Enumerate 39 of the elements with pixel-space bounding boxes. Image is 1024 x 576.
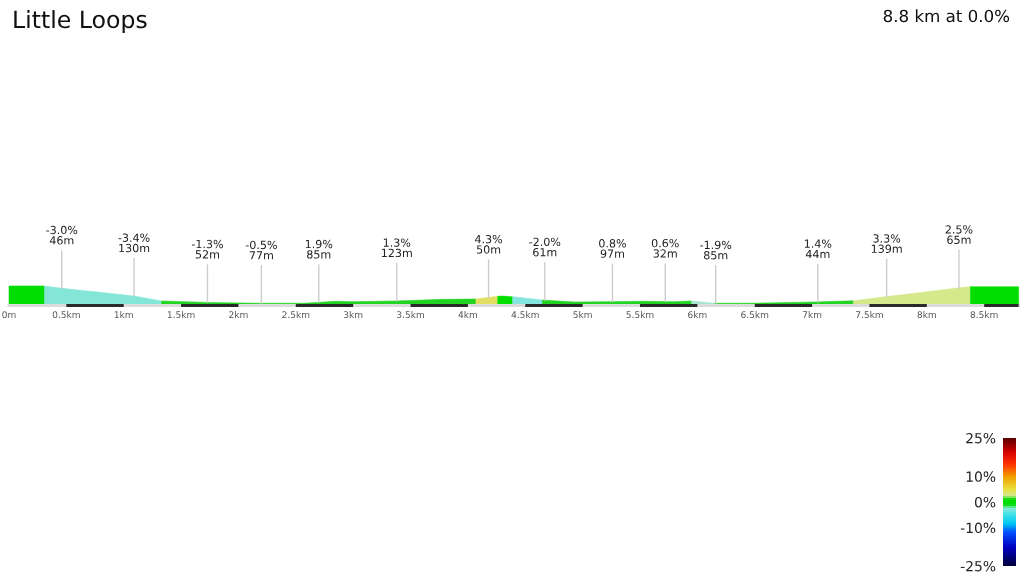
x-tick-label: 8km bbox=[917, 311, 936, 319]
x-tick-label: 7km bbox=[802, 311, 822, 318]
x-tick-label: 4km bbox=[458, 311, 478, 318]
x-tick-label: 7.5km bbox=[856, 311, 883, 319]
annotation: 2.5% 65m bbox=[945, 225, 973, 244]
annotation: 1.3% 123m bbox=[381, 238, 412, 258]
annotation: -0.5% 77m bbox=[245, 240, 277, 260]
color-bar-label: 0% bbox=[974, 496, 996, 508]
annotation: 1.4% 44m bbox=[804, 239, 832, 259]
x-tick-label: 8.5km bbox=[970, 311, 998, 319]
annotation: 0.8% 97m bbox=[599, 239, 626, 258]
annotation: -1.3% 52m bbox=[191, 239, 223, 259]
x-tick-label: 2.5km bbox=[282, 311, 310, 319]
x-tick-label: 4.5km bbox=[511, 311, 539, 319]
x-tick-label: 5.5km bbox=[626, 311, 654, 319]
x-tick-label: 5km bbox=[573, 311, 592, 319]
color-bar-label: 25% bbox=[966, 432, 996, 444]
x-tick-label: 3km bbox=[343, 311, 363, 319]
annotation: 0.6% 32m bbox=[651, 238, 679, 258]
chart-subtitle: 8.8 km at 0.0% bbox=[883, 9, 1010, 23]
x-tick-label: 1.5km bbox=[167, 311, 195, 319]
annotation: -1.9% 85m bbox=[700, 240, 732, 260]
chart-title: Little Loops bbox=[14, 10, 147, 33]
color-bar-label: -25% bbox=[960, 560, 996, 572]
annotation: 1.9% 85m bbox=[305, 239, 333, 259]
x-tick-label: 0.5km bbox=[52, 311, 80, 319]
x-tick-label: 6km bbox=[688, 311, 707, 319]
annotation: 4.3% 50m bbox=[474, 234, 503, 254]
color-bar-label: -10% bbox=[960, 522, 996, 534]
x-tick-label: 1km bbox=[114, 311, 133, 318]
x-tick-label: 6.5km bbox=[741, 311, 769, 319]
x-tick-label: 2km bbox=[229, 311, 248, 318]
color-bar-label: 10% bbox=[966, 471, 996, 482]
annotation: -2.0% 61m bbox=[529, 237, 561, 257]
annotation: -3.4% 130m bbox=[118, 233, 150, 253]
annotation: -3.0% 46m bbox=[46, 225, 78, 245]
x-tick-label: 0m bbox=[2, 311, 16, 319]
x-tick-label: 3.5km bbox=[397, 311, 424, 319]
annotation: 3.3% 139m bbox=[871, 234, 902, 253]
